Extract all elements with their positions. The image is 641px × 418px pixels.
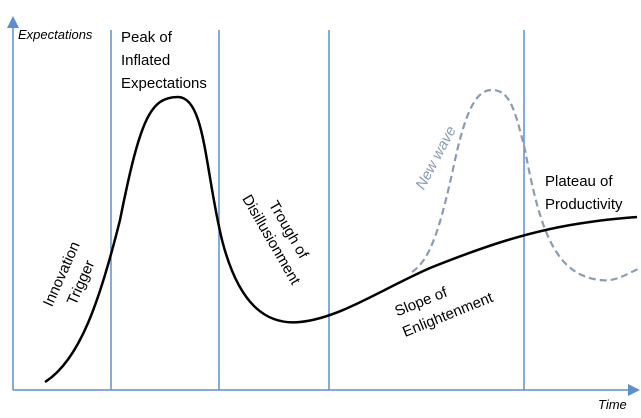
phase-label: Expectations [121, 75, 207, 92]
phase-label: Productivity [545, 196, 623, 213]
new-wave-curve [411, 88, 641, 282]
new-wave-label: New wave [412, 123, 459, 192]
phase-label: Plateau of [545, 173, 613, 190]
hype-curve [44, 95, 638, 384]
phase-label: Inflated [121, 52, 170, 69]
y-axis-label: Expectations [18, 27, 93, 42]
x-axis-label: Time [598, 397, 627, 412]
phase-label: Peak of [121, 29, 173, 46]
